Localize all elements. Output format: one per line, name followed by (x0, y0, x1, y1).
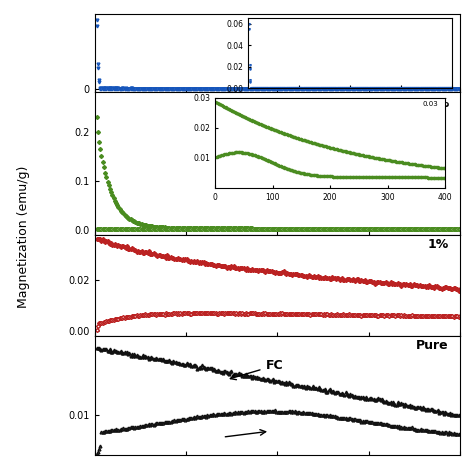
Text: FC: FC (266, 359, 284, 372)
Text: 1%: 1% (428, 237, 449, 251)
Text: Pure: Pure (416, 339, 449, 352)
Text: Magnetization (emu/g): Magnetization (emu/g) (17, 166, 29, 308)
Text: 5%: 5% (428, 97, 449, 109)
